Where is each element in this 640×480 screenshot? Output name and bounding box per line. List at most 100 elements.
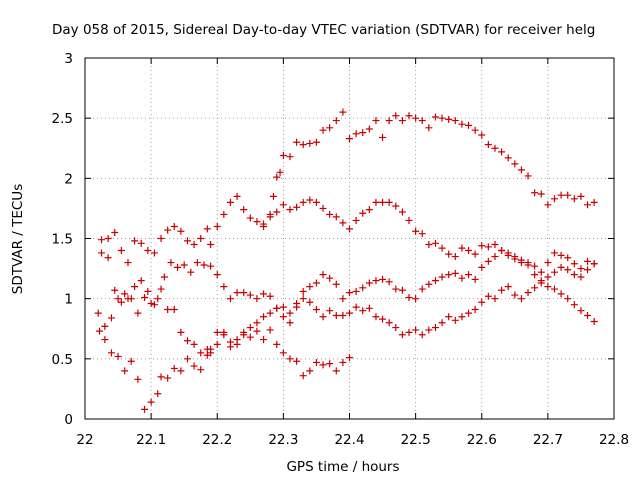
axis-ticks xyxy=(84,57,615,420)
series-sat-D xyxy=(94,259,598,339)
data-point xyxy=(392,202,400,210)
data-point xyxy=(570,195,578,203)
data-point xyxy=(590,260,598,268)
data-point xyxy=(226,295,234,303)
data-point xyxy=(398,117,406,125)
data-point xyxy=(319,204,327,212)
x-tick-label: 22 xyxy=(76,432,93,448)
data-point xyxy=(484,292,492,300)
data-point xyxy=(511,291,519,299)
data-point xyxy=(98,249,106,257)
data-point xyxy=(385,117,393,125)
data-point xyxy=(154,390,162,398)
data-point xyxy=(111,286,119,294)
data-point xyxy=(233,289,241,297)
data-point xyxy=(286,355,294,363)
data-point xyxy=(458,274,466,282)
data-point xyxy=(273,173,281,181)
data-point xyxy=(293,203,301,211)
data-point xyxy=(187,268,195,276)
data-point xyxy=(564,266,572,274)
data-point xyxy=(418,230,426,238)
data-point xyxy=(306,139,314,147)
data-point xyxy=(385,319,393,327)
data-point xyxy=(183,355,191,363)
data-point xyxy=(550,195,558,203)
data-point xyxy=(207,241,215,249)
y-tick-label: 1 xyxy=(64,292,73,308)
data-point xyxy=(200,261,208,269)
data-point xyxy=(438,114,446,122)
data-point xyxy=(365,279,373,287)
data-point xyxy=(253,295,261,303)
data-point xyxy=(458,120,466,128)
data-point xyxy=(233,192,241,200)
data-point xyxy=(319,126,327,134)
data-point xyxy=(253,319,261,327)
data-point xyxy=(451,117,459,125)
data-point xyxy=(170,364,178,372)
data-point xyxy=(557,191,565,199)
data-point xyxy=(445,271,453,279)
grid-lines xyxy=(85,58,614,419)
data-point xyxy=(577,307,585,315)
x-tick-label: 22.1 xyxy=(136,432,166,448)
data-point xyxy=(131,237,139,245)
data-point xyxy=(266,292,274,300)
series-sat-B xyxy=(98,192,598,276)
data-point xyxy=(590,198,598,206)
data-point xyxy=(127,295,135,303)
data-point xyxy=(405,293,413,301)
data-point xyxy=(332,280,340,288)
data-point xyxy=(517,256,525,264)
data-point xyxy=(326,124,334,132)
data-point xyxy=(117,298,125,306)
data-point xyxy=(458,313,466,321)
data-point xyxy=(398,286,406,294)
data-point xyxy=(531,271,539,279)
series-sat-E xyxy=(260,108,598,228)
data-point xyxy=(160,273,168,281)
data-point xyxy=(359,129,367,137)
data-point xyxy=(319,361,327,369)
data-point xyxy=(445,115,453,123)
data-point xyxy=(352,130,360,138)
data-point xyxy=(365,125,373,133)
data-point xyxy=(293,138,301,146)
data-point xyxy=(524,289,532,297)
data-point xyxy=(544,283,552,291)
data-point xyxy=(524,261,532,269)
data-point xyxy=(326,307,334,315)
data-point xyxy=(266,213,274,221)
data-point xyxy=(584,266,592,274)
data-point xyxy=(134,309,142,317)
data-point xyxy=(170,222,178,230)
data-point xyxy=(451,269,459,277)
data-point xyxy=(465,121,473,129)
data-point xyxy=(101,336,109,344)
data-point xyxy=(190,362,198,370)
data-point xyxy=(425,241,433,249)
data-point xyxy=(478,298,486,306)
y-tick-label: 2 xyxy=(64,171,73,187)
data-point xyxy=(445,313,453,321)
data-point xyxy=(504,154,512,162)
data-point xyxy=(557,263,565,271)
data-point xyxy=(524,172,532,180)
data-point xyxy=(299,372,307,380)
data-point xyxy=(352,287,360,295)
data-point xyxy=(346,289,353,297)
data-point xyxy=(346,225,353,233)
data-point xyxy=(150,249,158,257)
y-tick-label: 0 xyxy=(64,412,73,428)
data-point xyxy=(326,210,334,218)
data-point xyxy=(531,262,539,270)
data-point xyxy=(379,133,387,141)
data-point xyxy=(465,271,473,279)
x-tick-label: 22.5 xyxy=(401,432,431,448)
data-point xyxy=(157,285,165,293)
data-point xyxy=(183,337,191,345)
y-tick-label: 0.5 xyxy=(52,352,73,368)
chart-title: Day 058 of 2015, Sidereal Day-to-day VTE… xyxy=(52,22,595,38)
